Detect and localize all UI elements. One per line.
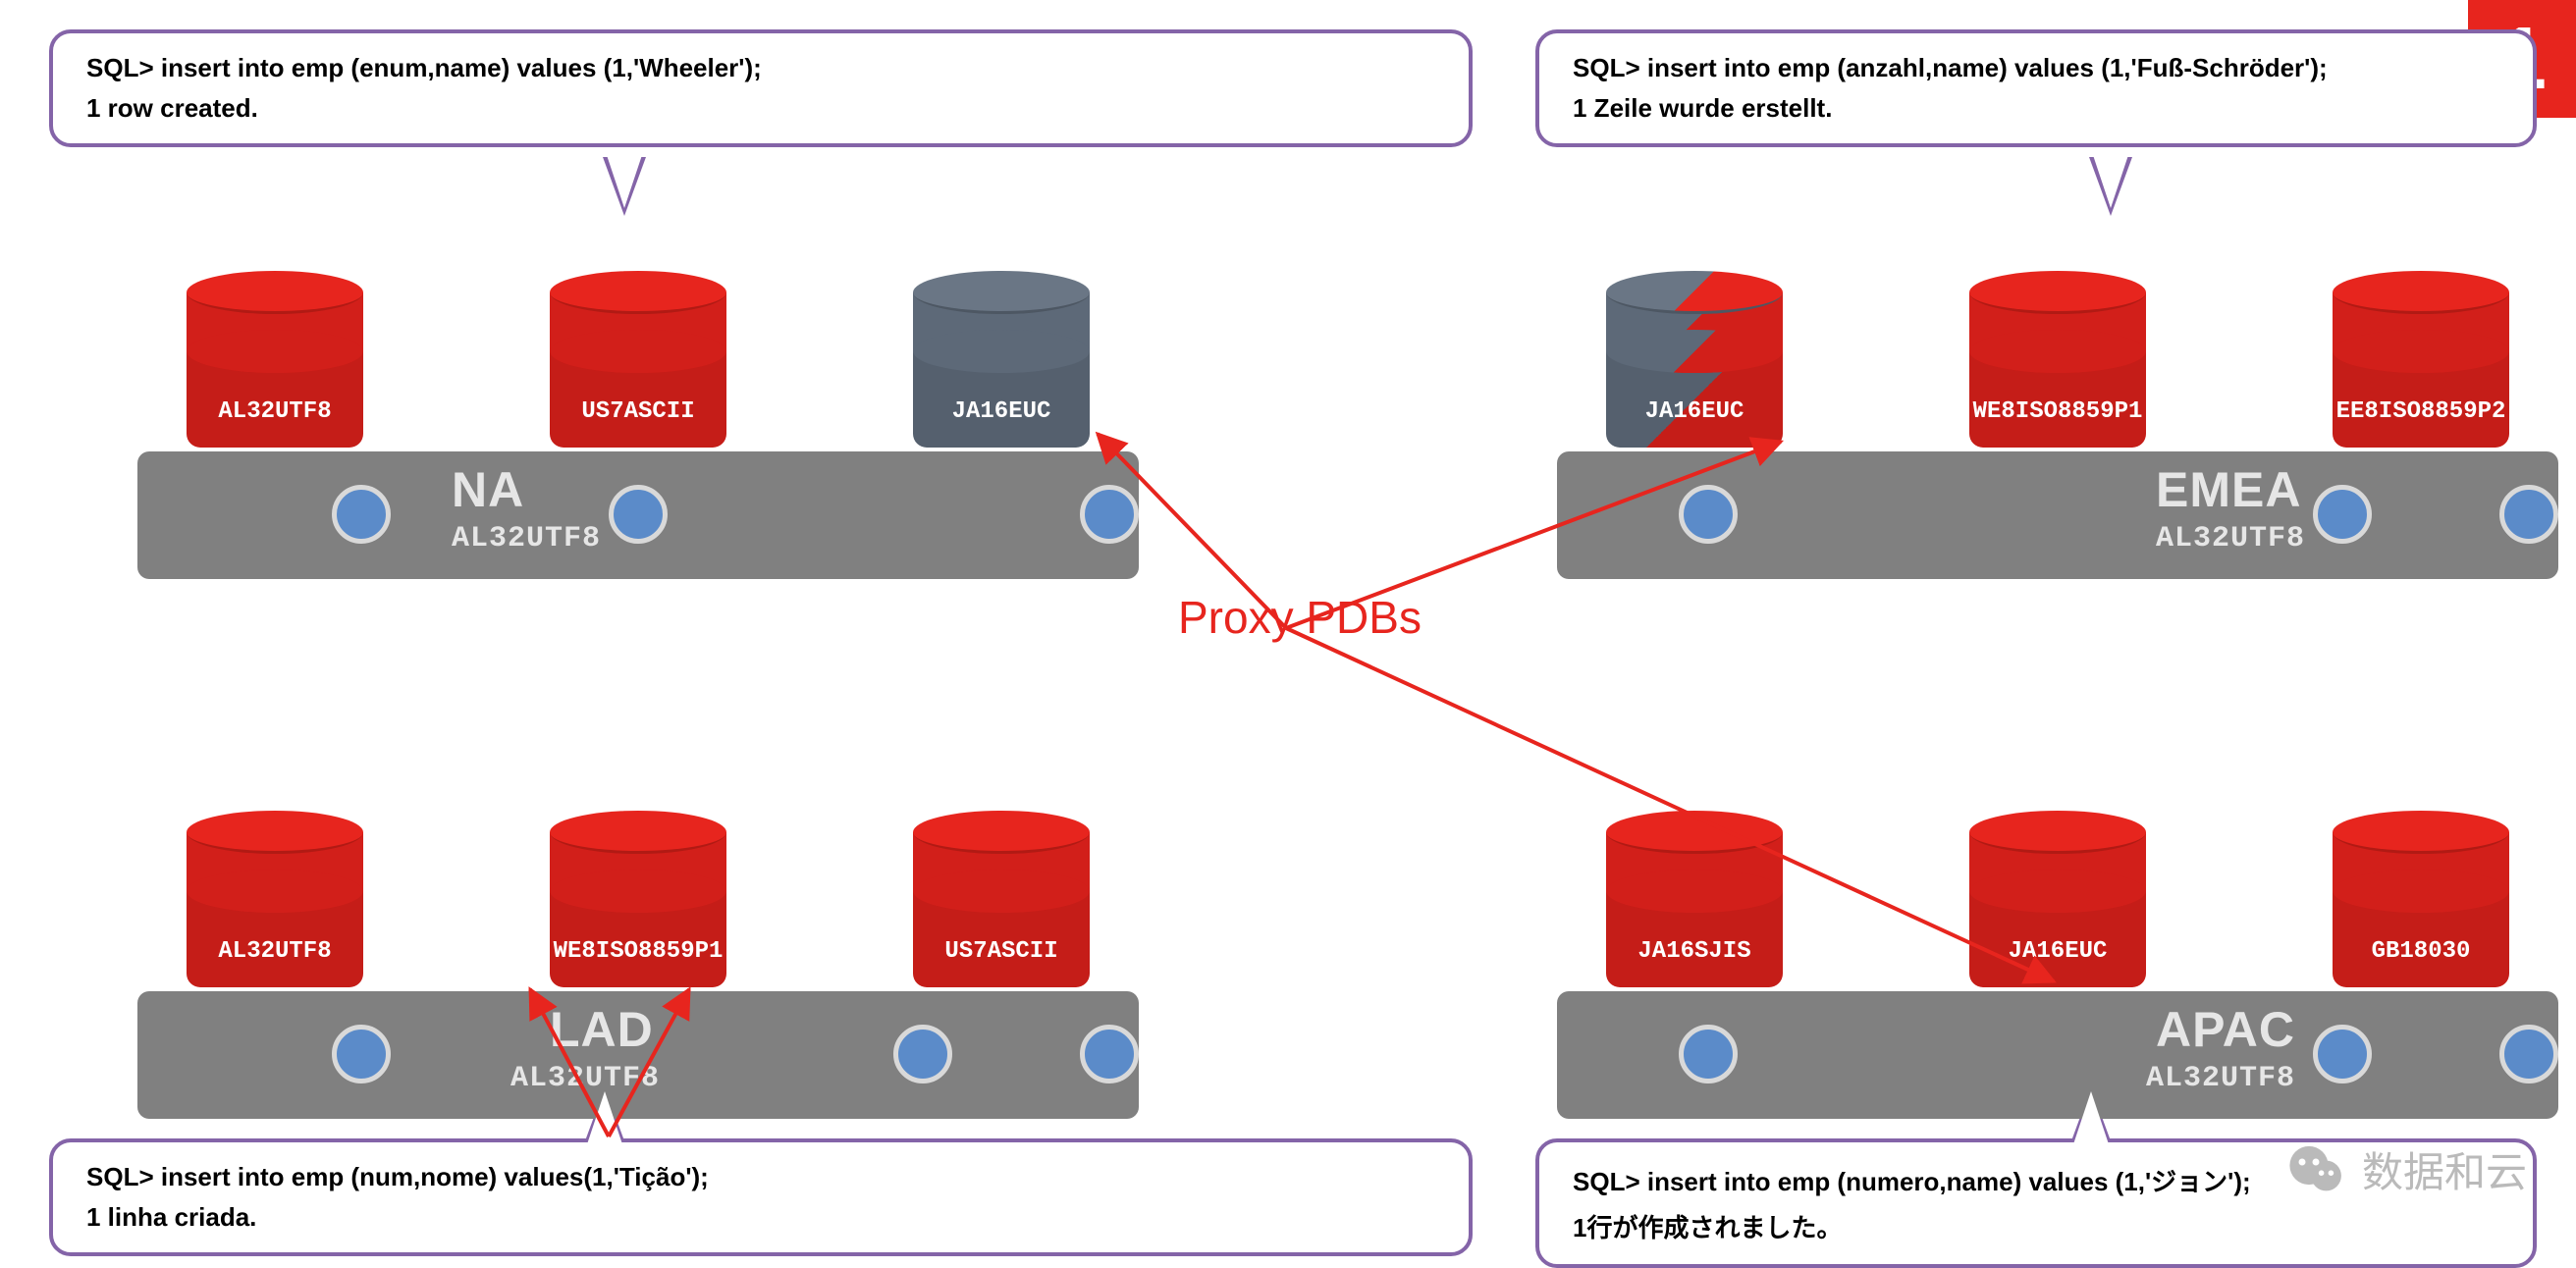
led-icon xyxy=(1080,485,1139,544)
callout-line1: SQL> insert into emp (enum,name) values … xyxy=(86,53,1435,83)
rack-charset: AL32UTF8 xyxy=(452,522,601,555)
rack-charset: AL32UTF8 xyxy=(2156,522,2305,555)
database-label: JA16SJIS xyxy=(1606,938,1783,965)
database-label: EE8ISO8859P2 xyxy=(2333,398,2509,425)
callout-line2: 1 Zeile wurde erstellt. xyxy=(1573,93,2499,124)
database-label: US7ASCII xyxy=(913,938,1090,965)
database-label: JA16EUC xyxy=(1969,938,2146,965)
led-icon xyxy=(2499,1025,2558,1083)
database-icon: AL32UTF8 xyxy=(187,811,363,987)
rack-name: EMEA xyxy=(2156,461,2301,518)
callout-lad: SQL> insert into emp (num,nome) values(1… xyxy=(49,1138,1473,1256)
rack-charset: AL32UTF8 xyxy=(510,1062,660,1095)
rack-charset: AL32UTF8 xyxy=(2146,1062,2295,1095)
led-icon xyxy=(1080,1025,1139,1083)
watermark-text: 数据和云 xyxy=(2362,1139,2527,1199)
led-icon xyxy=(609,485,668,544)
callout-emea: SQL> insert into emp (anzahl,name) value… xyxy=(1535,29,2537,147)
callout-line1: SQL> insert into emp (num,nome) values(1… xyxy=(86,1162,1435,1192)
rack-lad: LAD AL32UTF8 xyxy=(137,991,1139,1119)
database-icon: US7ASCII xyxy=(913,811,1090,987)
database-icon: WE8ISO8859P1 xyxy=(1969,271,2146,448)
led-icon xyxy=(1679,485,1738,544)
led-icon xyxy=(332,485,391,544)
rack-name: NA xyxy=(452,461,524,518)
database-label: WE8ISO8859P1 xyxy=(1969,398,2146,425)
database-icon: US7ASCII xyxy=(550,271,726,448)
led-icon xyxy=(2313,1025,2372,1083)
rack-apac: APAC AL32UTF8 xyxy=(1557,991,2558,1119)
database-label: JA16EUC xyxy=(913,398,1090,425)
database-icon: JA16EUC xyxy=(1606,271,1783,448)
database-icon: WE8ISO8859P1 xyxy=(550,811,726,987)
callout-line2: 1 linha criada. xyxy=(86,1202,1435,1233)
rack-name: APAC xyxy=(2156,1001,2295,1058)
rack-name: LAD xyxy=(550,1001,654,1058)
database-icon: EE8ISO8859P2 xyxy=(2333,271,2509,448)
database-label: AL32UTF8 xyxy=(187,398,363,425)
database-icon: JA16EUC xyxy=(913,271,1090,448)
wechat-icon xyxy=(2281,1135,2350,1203)
callout-na: SQL> insert into emp (enum,name) values … xyxy=(49,29,1473,147)
led-icon xyxy=(2313,485,2372,544)
database-icon: GB18030 xyxy=(2333,811,2509,987)
database-icon: AL32UTF8 xyxy=(187,271,363,448)
led-icon xyxy=(2499,485,2558,544)
led-icon xyxy=(332,1025,391,1083)
database-label: GB18030 xyxy=(2333,938,2509,965)
database-label: JA16EUC xyxy=(1606,398,1783,425)
rack-emea: EMEA AL32UTF8 xyxy=(1557,451,2558,579)
database-label: WE8ISO8859P1 xyxy=(550,938,726,965)
database-label: US7ASCII xyxy=(550,398,726,425)
database-icon: JA16EUC xyxy=(1969,811,2146,987)
rack-na: NA AL32UTF8 xyxy=(137,451,1139,579)
callout-line2: 1 row created. xyxy=(86,93,1435,124)
watermark: 数据和云 xyxy=(2281,1135,2527,1203)
led-icon xyxy=(893,1025,952,1083)
led-icon xyxy=(1679,1025,1738,1083)
database-icon: JA16SJIS xyxy=(1606,811,1783,987)
callout-line2: 1行が作成されました。 xyxy=(1573,1208,2499,1244)
callout-line1: SQL> insert into emp (anzahl,name) value… xyxy=(1573,53,2499,83)
proxy-pdbs-label: Proxy PDBs xyxy=(1178,591,1422,644)
database-label: AL32UTF8 xyxy=(187,938,363,965)
